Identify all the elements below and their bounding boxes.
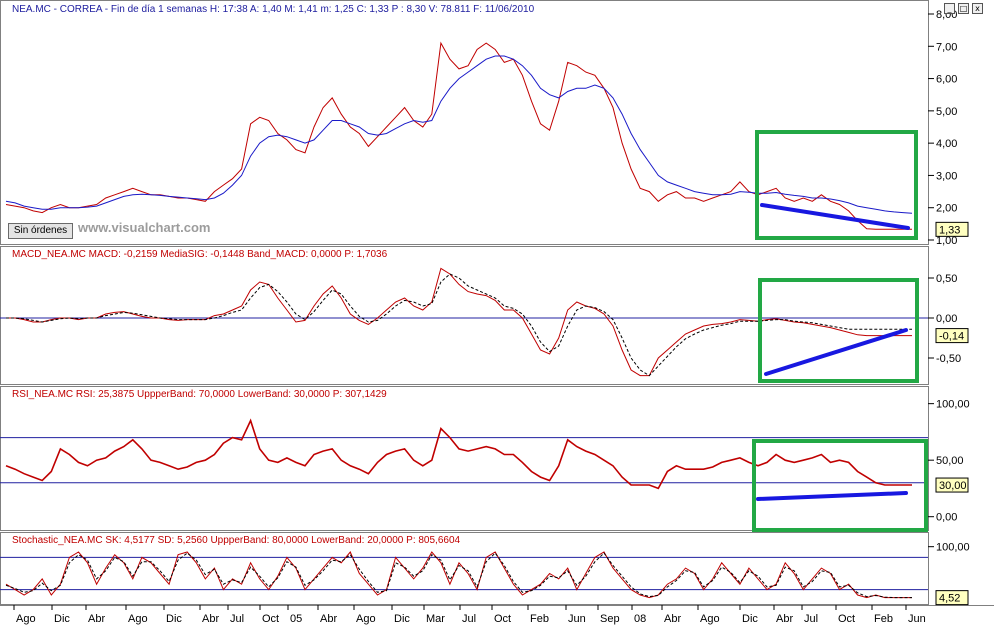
price-y-tick-label: 2,00 xyxy=(936,203,957,215)
stochastic-last-value-label: 4,52 xyxy=(939,593,960,605)
price-y-tick-label: 4,00 xyxy=(936,138,957,150)
x-tick-label: Abr xyxy=(88,613,105,625)
minimize-icon[interactable]: _ xyxy=(944,3,955,14)
macd-trend-line xyxy=(764,328,908,376)
macd-highlight-box xyxy=(758,278,919,383)
watermark: www.visualchart.com xyxy=(78,220,211,235)
rsi-y-tick-label: 0,00 xyxy=(936,512,957,524)
x-tick-label: Dic xyxy=(54,613,70,625)
price-y-tick-label: 6,00 xyxy=(936,74,957,86)
stochastic-y-tick-label: 100,00 xyxy=(936,542,970,554)
x-tick-label: Mar xyxy=(426,613,445,625)
orders-button[interactable]: Sin órdenes xyxy=(8,223,73,239)
x-tick-label: Jun xyxy=(568,613,586,625)
rsi-trend-line xyxy=(756,491,908,501)
x-tick-label: Dic xyxy=(394,613,410,625)
rsi-header: RSI_NEA.MC RSI: 25,3875 UppperBand: 70,0… xyxy=(12,389,387,400)
x-tick-label: Jul xyxy=(462,613,476,625)
x-tick-label: Oct xyxy=(262,613,279,625)
macd-panel xyxy=(0,246,929,385)
x-tick-label: 08 xyxy=(634,613,646,625)
stochastic-last-value-box xyxy=(935,590,969,606)
price-y-tick-label: 5,00 xyxy=(936,106,957,118)
rsi-y-tick-label: 100,00 xyxy=(936,399,970,411)
macd-last-value-label: -0,14 xyxy=(939,331,964,343)
x-tick-label: Dic xyxy=(166,613,182,625)
rsi-series-0 xyxy=(5,418,912,490)
x-tick-label: Ago xyxy=(128,613,148,625)
rsi-highlight-box xyxy=(752,439,928,532)
x-tick-label: Ago xyxy=(700,613,720,625)
x-tick-label: Oct xyxy=(494,613,511,625)
maximize-icon[interactable]: □ xyxy=(958,3,969,14)
rsi-panel xyxy=(0,386,929,531)
close-icon[interactable]: x xyxy=(972,3,983,14)
x-tick-label: Oct xyxy=(838,613,855,625)
price-y-tick-label: 1,00 xyxy=(936,235,957,247)
rsi-last-value-label: 30,00 xyxy=(939,480,967,492)
x-tick-label: Abr xyxy=(320,613,337,625)
price-series-1 xyxy=(5,55,913,214)
x-tick-label: Jun xyxy=(908,613,926,625)
price-panel xyxy=(0,0,929,245)
x-tick-label: Ago xyxy=(356,613,376,625)
macd-header: MACD_NEA.MC MACD: -0,2159 MediaSIG: -0,1… xyxy=(12,249,388,260)
x-tick-label: Feb xyxy=(874,613,893,625)
x-tick-label: Sep xyxy=(600,613,620,625)
price-highlight-box xyxy=(755,130,918,240)
x-tick-label: Dic xyxy=(742,613,758,625)
price-trend-line xyxy=(760,203,910,230)
price-y-tick-label: 7,00 xyxy=(936,41,957,53)
x-tick-label: Ago xyxy=(16,613,36,625)
x-tick-label: Abr xyxy=(776,613,793,625)
price-header: NEA.MC - CORREA - Fin de día 1 semanas H… xyxy=(12,4,535,15)
x-tick-label: Abr xyxy=(202,613,219,625)
x-tick-label: Abr xyxy=(664,613,681,625)
price-last-value-label: 1,33 xyxy=(939,224,960,236)
rsi-last-value-box xyxy=(935,477,969,493)
price-last-value-box xyxy=(935,221,969,237)
rsi-y-tick-label: 50,00 xyxy=(936,455,964,467)
stochastic-header: Stochastic_NEA.MC SK: 4,5177 SD: 5,2560 … xyxy=(12,535,461,546)
x-tick-label: Feb xyxy=(530,613,549,625)
macd-y-tick-label: 0,50 xyxy=(936,273,957,285)
macd-y-tick-label: 0,00 xyxy=(936,313,957,325)
stochastic-series-1 xyxy=(5,552,912,599)
stochastic-series-0 xyxy=(5,551,912,599)
x-tick-label: Jul xyxy=(230,613,244,625)
macd-last-value-box xyxy=(935,328,969,344)
macd-y-tick-label: -0,50 xyxy=(936,353,961,365)
price-y-tick-label: 3,00 xyxy=(936,170,957,182)
x-tick-label: Jul xyxy=(804,613,818,625)
x-tick-label: 05 xyxy=(290,613,302,625)
